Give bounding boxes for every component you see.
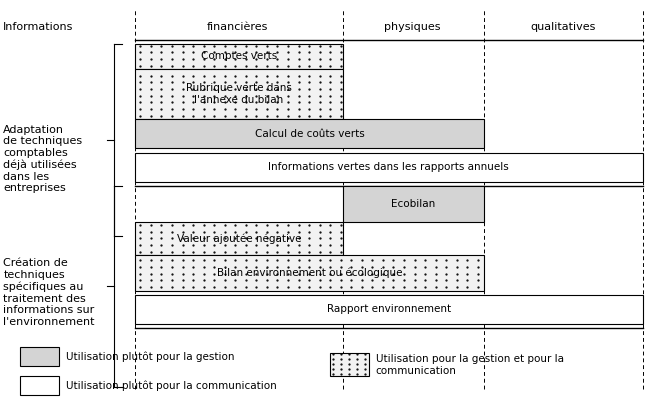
- Text: Utilisation pour la gestion et pour la
communication: Utilisation pour la gestion et pour la c…: [376, 354, 563, 375]
- Text: Utilisation plutôt pour la communication: Utilisation plutôt pour la communication: [66, 380, 277, 391]
- Bar: [20, 347, 59, 366]
- Text: Utilisation plutôt pour la gestion: Utilisation plutôt pour la gestion: [66, 351, 235, 362]
- Text: Ecobilan: Ecobilan: [391, 199, 436, 209]
- Text: Adaptation
de techniques
comptables
déjà utilisées
dans les
entreprises: Adaptation de techniques comptables déjà…: [3, 125, 82, 193]
- Text: Comptes verts: Comptes verts: [201, 51, 277, 61]
- Bar: [135, 119, 484, 148]
- Bar: [330, 353, 369, 376]
- Text: qualitatives: qualitatives: [530, 22, 596, 32]
- Bar: [343, 186, 484, 222]
- Text: Création de
techniques
spécifiques au
traitement des
informations sur
l'environn: Création de techniques spécifiques au tr…: [3, 258, 95, 327]
- Text: physiques: physiques: [384, 22, 440, 32]
- Text: financières: financières: [206, 22, 268, 32]
- Text: Informations vertes dans les rapports annuels: Informations vertes dans les rapports an…: [268, 162, 509, 172]
- Bar: [20, 376, 59, 395]
- Text: Rubrique verte dans
l'annexe du bilan: Rubrique verte dans l'annexe du bilan: [186, 83, 292, 105]
- Bar: [135, 255, 484, 291]
- Text: Valeur ajoutée négative: Valeur ajoutée négative: [177, 233, 301, 244]
- Bar: [135, 44, 343, 69]
- Text: Calcul de coûts verts: Calcul de coûts verts: [255, 129, 364, 139]
- Text: Informations: Informations: [3, 22, 74, 32]
- Bar: [135, 69, 343, 119]
- Bar: [135, 295, 643, 324]
- Text: Rapport environnement: Rapport environnement: [327, 304, 451, 314]
- Bar: [135, 222, 343, 255]
- Bar: [135, 153, 643, 182]
- Text: Bilan environnement ou écologique: Bilan environnement ou écologique: [217, 268, 403, 278]
